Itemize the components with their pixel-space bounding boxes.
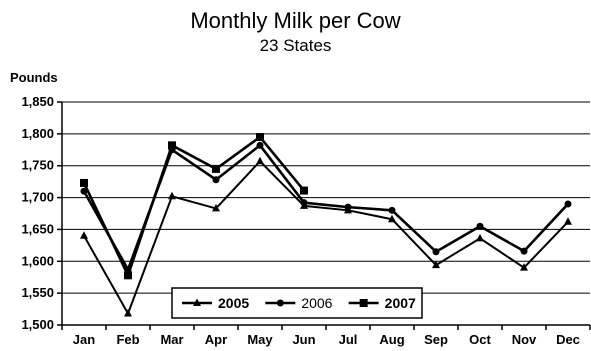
legend-box bbox=[171, 287, 423, 319]
data-point-2007-jun bbox=[300, 186, 308, 195]
x-tick-label-apr: Apr bbox=[205, 332, 227, 347]
data-point-2005-feb bbox=[124, 309, 132, 317]
data-point-2007-apr bbox=[212, 164, 220, 173]
series-line-2005 bbox=[83, 160, 569, 315]
data-point-2006-may bbox=[256, 141, 264, 149]
y-tick-label: 1,850 bbox=[21, 94, 54, 109]
chart-title: Monthly Milk per Cow bbox=[190, 8, 401, 33]
data-point-2006-apr bbox=[212, 176, 220, 184]
x-tick-label-jun: Jun bbox=[292, 332, 315, 347]
x-tick-label-may: May bbox=[247, 332, 273, 347]
x-tick-label-jul: Jul bbox=[339, 332, 358, 347]
legend-marker-2006 bbox=[276, 299, 284, 307]
data-point-2006-dec bbox=[564, 200, 572, 208]
x-tick-label-mar: Mar bbox=[160, 332, 183, 347]
y-tick-label: 1,800 bbox=[21, 126, 54, 141]
data-point-2006-sep bbox=[432, 248, 440, 256]
y-tick-label: 1,650 bbox=[21, 221, 54, 236]
x-tick-label-jan: Jan bbox=[73, 332, 95, 347]
y-tick-label: 1,600 bbox=[21, 253, 54, 268]
data-point-2005-mar bbox=[168, 191, 176, 200]
x-tick-label-dec: Dec bbox=[556, 332, 580, 347]
x-tick-label-feb: Feb bbox=[116, 332, 139, 347]
data-point-2007-feb bbox=[124, 271, 132, 280]
y-tick-label: 1,500 bbox=[21, 317, 54, 332]
data-point-2006-nov bbox=[520, 247, 528, 255]
grid-layer bbox=[62, 101, 590, 294]
data-point-2005-dec bbox=[564, 217, 572, 225]
chart-subtitle: 23 States bbox=[259, 36, 332, 55]
data-point-2005-sep bbox=[432, 260, 440, 269]
data-point-2006-jun bbox=[300, 199, 308, 207]
data-point-2006-aug bbox=[388, 206, 396, 214]
series-2005 bbox=[80, 156, 572, 317]
data-point-2005-jan bbox=[80, 231, 88, 239]
y-axis-label: Pounds bbox=[10, 70, 58, 85]
data-point-2006-jul bbox=[344, 203, 352, 211]
legend-label-2005: 2005 bbox=[218, 295, 249, 311]
data-point-2007-may bbox=[256, 133, 264, 142]
x-tick-label-oct: Oct bbox=[469, 332, 491, 347]
series-layer bbox=[80, 133, 572, 317]
legend-label-2007: 2007 bbox=[385, 295, 416, 311]
data-point-2007-mar bbox=[168, 141, 176, 150]
data-point-2005-aug bbox=[388, 214, 396, 223]
legend-label-2006: 2006 bbox=[301, 295, 332, 311]
series-2007 bbox=[80, 133, 308, 280]
data-point-2005-nov bbox=[520, 263, 528, 271]
y-tick-label: 1,550 bbox=[21, 285, 54, 300]
data-point-2007-jan bbox=[80, 178, 88, 187]
legend: 2005 2006 2007 bbox=[171, 287, 423, 319]
data-point-2005-may bbox=[256, 156, 264, 165]
legend-marker-2007 bbox=[359, 299, 368, 307]
axis-layer: 1,500 1,550 1,600 1,650 1,700 1,750 1,800 1,850… bbox=[21, 94, 591, 347]
data-point-2005-apr bbox=[212, 203, 220, 212]
y-tick-label: 1,700 bbox=[21, 190, 54, 205]
data-point-2005-oct bbox=[476, 233, 484, 242]
legend-marker-2005 bbox=[193, 298, 201, 306]
series-line-2007 bbox=[82, 135, 306, 277]
data-point-2006-oct bbox=[476, 222, 484, 230]
x-tick-label-nov: Nov bbox=[512, 332, 537, 347]
y-tick-label: 1,750 bbox=[21, 158, 54, 173]
x-tick-label-sep: Sep bbox=[424, 332, 448, 347]
x-tick-label-aug: Aug bbox=[379, 332, 404, 347]
